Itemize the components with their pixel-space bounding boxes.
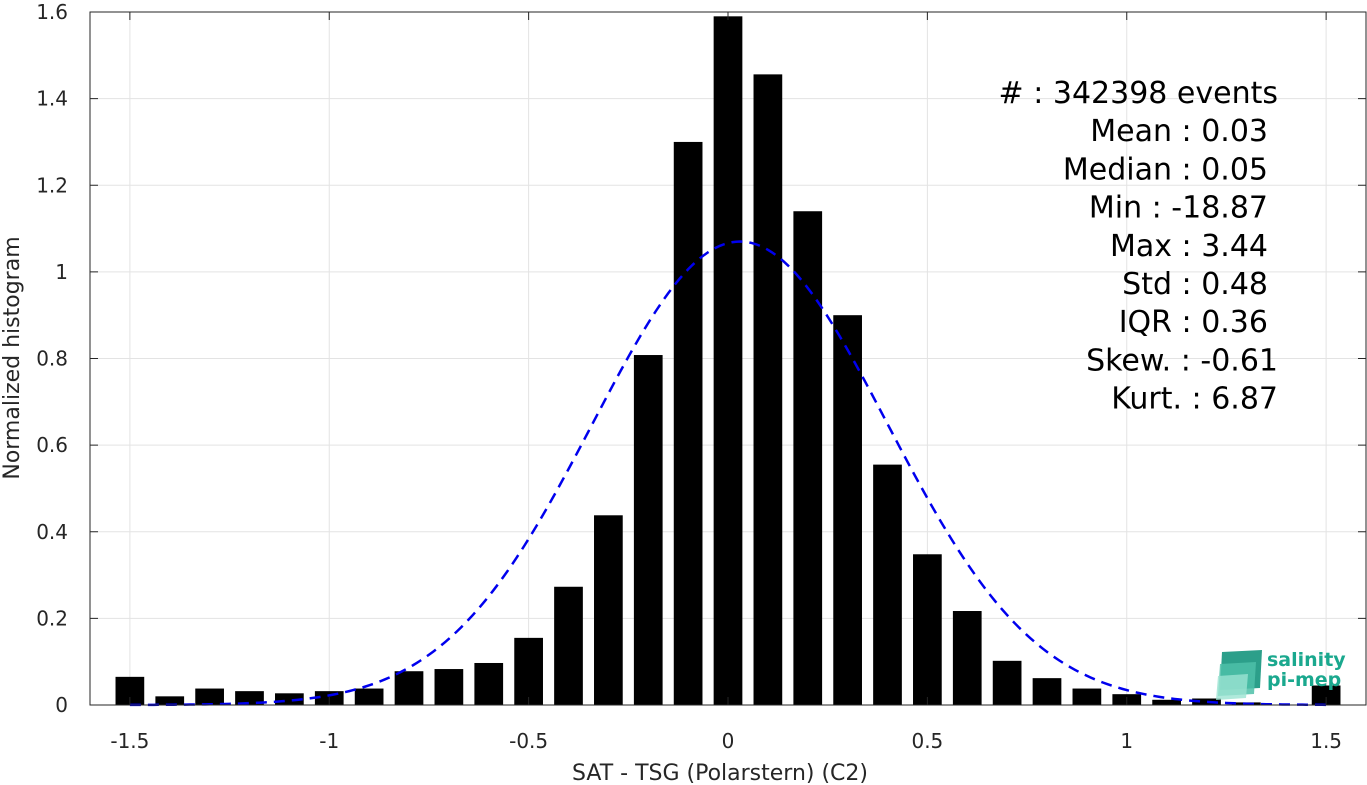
y-axis-ticks: 0 0.2 0.4 0.6 0.8 1 1.2 1.4 1.6	[36, 0, 1366, 717]
histogram-bar	[514, 637, 543, 705]
histogram-bar	[1192, 698, 1221, 705]
histogram-bar	[394, 671, 424, 705]
histogram-bar	[952, 611, 982, 705]
logo-line1: salinity	[1267, 649, 1346, 671]
histogram-bar	[713, 16, 743, 706]
logo-line2: pi-mep	[1267, 669, 1341, 691]
x-tick-label: 0.5	[911, 729, 943, 753]
salinity-pimep-logo: salinity pi-mep	[1216, 649, 1346, 700]
histogram-bar	[1152, 699, 1181, 705]
y-tick-label: 0.2	[36, 606, 68, 630]
y-tick-label: 1.6	[36, 0, 68, 24]
x-axis-ticks: -1.5 -1 -0.5 0 0.5 1 1.5	[110, 12, 1342, 753]
histogram-bar	[793, 211, 823, 706]
histogram-bar	[1032, 678, 1062, 705]
stat-line: Skew. : -0.61	[1086, 343, 1278, 378]
histogram-bar	[753, 74, 783, 706]
x-tick-label: -1	[319, 729, 339, 753]
x-axis-label: SAT - TSG (Polarstern) (C2)	[572, 761, 868, 785]
y-tick-label: 1.4	[36, 87, 68, 111]
histogram-bar	[1311, 685, 1341, 705]
stat-line: Mean : 0.03	[1090, 114, 1268, 149]
histogram-bar	[434, 669, 464, 705]
histogram-bar	[913, 554, 942, 705]
y-tick-label: 0.8	[36, 347, 68, 371]
wave-logo-icon	[1216, 650, 1262, 700]
stat-line: Median : 0.05	[1063, 152, 1268, 187]
histogram-bar	[673, 141, 703, 705]
gaussian-fit	[129, 240, 1327, 707]
x-tick-label: 1.5	[1310, 729, 1342, 753]
stat-line: IQR : 0.36	[1119, 305, 1268, 340]
histogram-bar	[354, 688, 384, 705]
y-tick-label: 0.4	[36, 520, 68, 544]
histogram-bar	[554, 586, 583, 705]
histogram-bar	[594, 515, 623, 705]
y-axis-label: Normalized histogram	[0, 236, 25, 479]
stat-line: Max : 3.44	[1110, 229, 1268, 264]
histogram-bar	[633, 355, 663, 705]
gaussian-fit-line	[129, 240, 1327, 707]
y-tick-label: 1.2	[36, 173, 68, 197]
histogram-bar	[275, 693, 304, 705]
y-tick-label: 1	[55, 260, 68, 284]
stat-line: Std : 0.48	[1122, 267, 1268, 302]
stat-line: # : 342398 events	[999, 76, 1278, 111]
histogram-bar	[235, 691, 264, 705]
x-tick-label: -0.5	[509, 729, 548, 753]
y-tick-label: 0	[55, 693, 68, 717]
histogram-bar	[474, 662, 504, 705]
x-tick-label: 0	[722, 729, 735, 753]
histogram-bar	[992, 660, 1022, 705]
histogram-bar	[1072, 688, 1102, 705]
x-tick-label: -1.5	[110, 729, 149, 753]
histogram-bar	[873, 464, 902, 705]
stat-line: Min : -18.87	[1089, 191, 1268, 226]
histogram-bar	[155, 696, 185, 705]
x-tick-label: 1	[1120, 729, 1133, 753]
histogram-bar	[195, 688, 224, 705]
histogram-bar	[833, 315, 862, 705]
stat-line: Kurt. : 6.87	[1111, 382, 1278, 417]
histogram-bars	[115, 16, 1341, 706]
y-tick-label: 0.6	[36, 433, 68, 457]
